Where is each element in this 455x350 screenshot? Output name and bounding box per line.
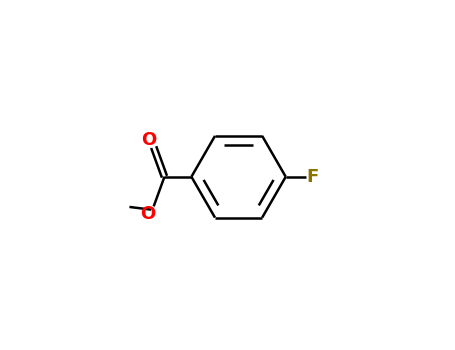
Text: O: O bbox=[140, 205, 155, 224]
Text: O: O bbox=[141, 131, 157, 149]
Text: F: F bbox=[306, 168, 318, 186]
